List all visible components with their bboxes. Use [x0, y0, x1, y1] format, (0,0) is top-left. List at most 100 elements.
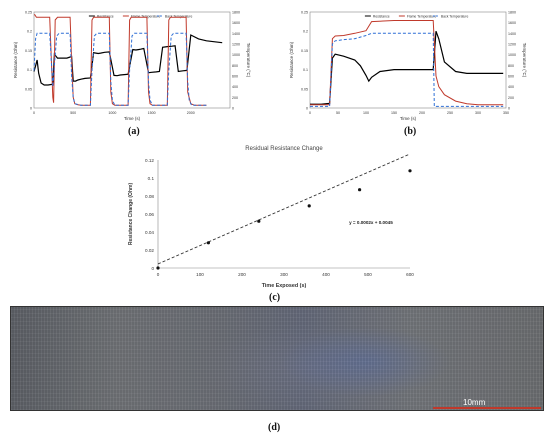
chart-c-data-point	[408, 169, 412, 173]
chart-c-ytick-label: 0.06	[145, 212, 154, 217]
chart-b-xtick-label: 250	[447, 111, 453, 115]
chart-b-series-flame-temperature	[310, 20, 504, 106]
chart-a-y2tick-label: 1000	[232, 53, 240, 57]
chart-a-y2tick-label: 200	[232, 96, 238, 100]
chart-b-y2tick-label: 1400	[508, 32, 516, 36]
chart-b-legend-label: Flame Temperature	[407, 15, 436, 19]
chart-a-ytick-label: 0.2	[27, 30, 32, 34]
chart-a-xtick-label: 500	[70, 111, 76, 115]
panel-label-a: (a)	[128, 126, 140, 137]
chart-c-x-axis-label: Time Exposed (s)	[262, 283, 307, 289]
chart-c-xtick-label: 500	[364, 272, 372, 277]
chart-a-y2tick-label: 1800	[232, 11, 240, 15]
chart-b-xtick-label: 200	[419, 111, 425, 115]
chart-b-ytick-label: 0.15	[301, 49, 308, 53]
chart-c-ytick-label: 0.04	[145, 230, 154, 235]
chart-b-ytick-label: 0.1	[303, 68, 308, 72]
chart-c-xtick-label: 600	[406, 272, 414, 277]
chart-c-data-point	[307, 204, 311, 208]
chart-b-y-axis-label: Resistance (Ohm)	[289, 41, 294, 78]
chart-c-trendline	[157, 153, 411, 265]
chart-b-y2tick-label: 600	[508, 75, 514, 79]
chart-b-y2tick-label: 800	[508, 64, 514, 68]
chart-b-ytick-label: 0.2	[303, 30, 308, 34]
chart-c-ytick-label: 0.1	[148, 176, 155, 181]
chart-a-legend-label: Resistance	[97, 15, 114, 19]
chart-c-xtick-label: 400	[322, 272, 330, 277]
chart-b-ytick-label: 0	[306, 107, 308, 111]
chart-b-xtick-label: 350	[503, 111, 509, 115]
chart-a-y2tick-label: 1200	[232, 43, 240, 47]
chart-a-series-back-temperature	[33, 32, 207, 106]
chart-b-ytick-label: 0.25	[301, 11, 308, 15]
chart-b-xtick-label: 50	[336, 111, 340, 115]
chart-a-ytick-label: 0.25	[25, 11, 32, 15]
chart-a-x-axis-label: Time (s)	[124, 116, 141, 121]
chart-c-xtick-label: 0	[157, 272, 160, 277]
chart-a-ytick-label: 0.15	[25, 49, 32, 53]
chart-a-y2-axis-label: Temperature (°C)	[246, 43, 251, 78]
chart-c: Residual Resistance Change 0 0.02 0.04 0.06 0…	[128, 146, 414, 289]
panel-label-b: (b)	[404, 126, 417, 137]
chart-a-xtick-label: 1500	[148, 111, 156, 115]
chart-a-legend-label: Back Temperature	[165, 15, 193, 19]
scale-bar	[433, 407, 541, 409]
chart-c-ytick-label: 0	[151, 266, 154, 271]
chart-a-ytick-label: 0.1	[27, 68, 32, 72]
chart-c-ytick-label: 0.08	[145, 194, 154, 199]
chart-a: 0 0.05 0.1 0.15 0.2 0.25 0 200 400 600 800 1000 1200…	[13, 11, 251, 122]
chart-c-trendline-equation: y = 0.0002x + 0.0045	[349, 220, 393, 225]
chart-b-y2tick-label: 0	[508, 107, 510, 111]
chart-c-data-point	[156, 266, 160, 270]
chart-b-legend-label: Resistance	[373, 15, 390, 19]
chart-b-y2tick-label: 1000	[508, 53, 516, 57]
chart-c-y-axis-label: Resistance Change (Ohm)	[128, 183, 134, 246]
chart-c-ytick-label: 0.02	[145, 248, 154, 253]
chart-a-y2tick-label: 400	[232, 85, 238, 89]
scale-bar-label: 10mm	[463, 398, 486, 407]
chart-c-xtick-label: 100	[196, 272, 204, 277]
chart-b-ytick-label: 0.05	[301, 87, 308, 91]
chart-b-y2tick-label: 1600	[508, 21, 516, 25]
chart-a-series-flame-temperature	[34, 14, 207, 106]
chart-a-y2tick-label: 600	[232, 75, 238, 79]
panel-label-d: (d)	[268, 422, 281, 433]
chart-a-xtick-label: 1000	[108, 111, 116, 115]
chart-a-xtick-label: 0	[33, 111, 35, 115]
chart-a-y2tick-label: 1600	[232, 21, 240, 25]
chart-b-y2-axis-label: Temperature (°C)	[522, 43, 527, 78]
chart-c-xtick-label: 300	[280, 272, 288, 277]
chart-b-y2tick-label: 200	[508, 96, 514, 100]
chart-c-ytick-label: 0.12	[145, 158, 154, 163]
chart-a-legend-label: Flame Temperature	[131, 15, 160, 19]
chart-a-frame	[33, 11, 231, 109]
chart-b-xtick-label: 300	[475, 111, 481, 115]
chart-b-y2tick-label: 400	[508, 85, 514, 89]
chart-b-y2tick-label: 1200	[508, 43, 516, 47]
chart-c-data-point	[358, 188, 362, 192]
chart-c-data-point	[206, 241, 210, 245]
chart-b-y2tick-label: 1800	[508, 11, 516, 15]
chart-c-plot-area: Residual Resistance Change 0 0.02 0.04 0.06 0…	[128, 146, 414, 289]
chart-a-xtick-label: 2000	[187, 111, 195, 115]
chart-b-x-axis-label: Time (s)	[400, 116, 417, 121]
chart-c-title: Residual Resistance Change	[245, 146, 323, 152]
chart-b-xtick-label: 150	[391, 111, 397, 115]
chart-a-y2tick-label: 0	[232, 107, 234, 111]
chart-a-plot-area: 0 0.05 0.1 0.15 0.2 0.25 0 200 400 600 800 1000 1200…	[13, 11, 251, 122]
chart-b-legend-label: Back Temperature	[441, 15, 469, 19]
chart-a-ytick-label: 0.05	[25, 87, 32, 91]
chart-c-xtick-label: 200	[238, 272, 246, 277]
chart-b-frame	[309, 11, 507, 109]
chart-a-ytick-label: 0	[30, 107, 32, 111]
metal-sample-photo: 10mm	[10, 306, 544, 411]
chart-a-y2tick-label: 800	[232, 64, 238, 68]
chart-a-y2tick-label: 1400	[232, 32, 240, 36]
chart-b-series-resistance	[310, 30, 504, 105]
surface-texture	[11, 307, 543, 410]
chart-b: 00.050.10.150.20.25020040060080010001200…	[289, 11, 527, 122]
chart-b-plot-area: 00.050.10.150.20.25020040060080010001200…	[289, 11, 527, 122]
chart-b-xtick-label: 0	[309, 111, 311, 115]
chart-b-xtick-label: 100	[363, 111, 369, 115]
chart-b-series-back-temperature	[310, 32, 504, 107]
